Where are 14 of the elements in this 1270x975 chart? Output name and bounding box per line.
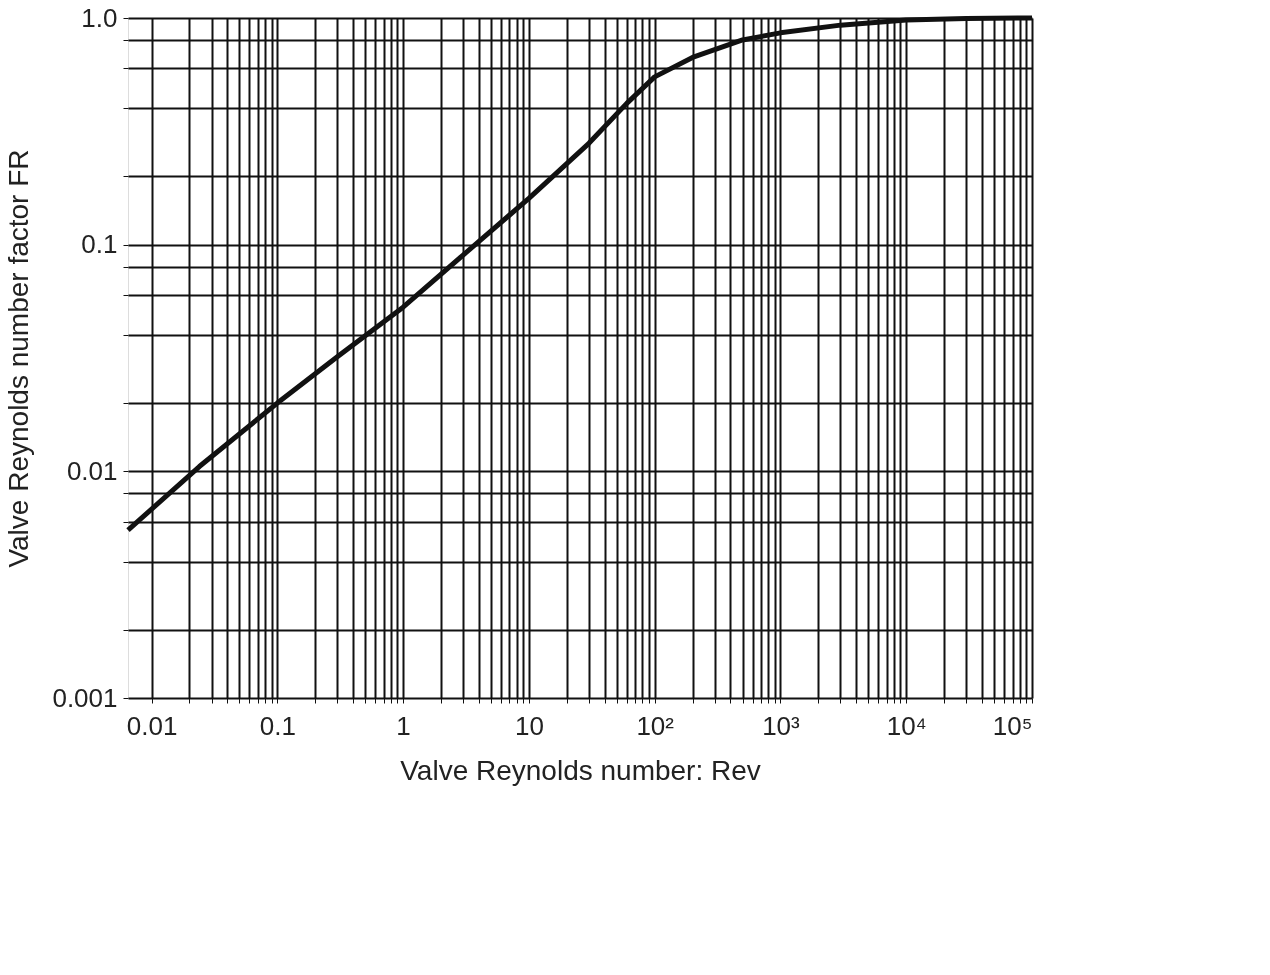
- y-tick-label: 0.1: [81, 229, 118, 260]
- y-tick-label: 1.0: [81, 2, 118, 33]
- x-tick-label: 10⁵: [992, 710, 1033, 741]
- x-axis-title: Valve Reynolds number: Rev: [400, 754, 761, 786]
- y-axis-title: Valve Reynolds number factor FR: [3, 149, 35, 568]
- x-tick-label: 1: [396, 710, 411, 741]
- x-tick-label: 0.1: [259, 710, 296, 741]
- y-tick-label: 0.01: [66, 455, 118, 486]
- x-tick-label: 10: [514, 710, 544, 741]
- x-tick-label: 10⁴: [886, 710, 927, 741]
- x-tick-label: 10²: [636, 710, 675, 741]
- x-tick-label: 0.01: [126, 710, 178, 741]
- y-tick-label: 0.001: [52, 682, 118, 713]
- x-tick-label: 10³: [762, 710, 801, 741]
